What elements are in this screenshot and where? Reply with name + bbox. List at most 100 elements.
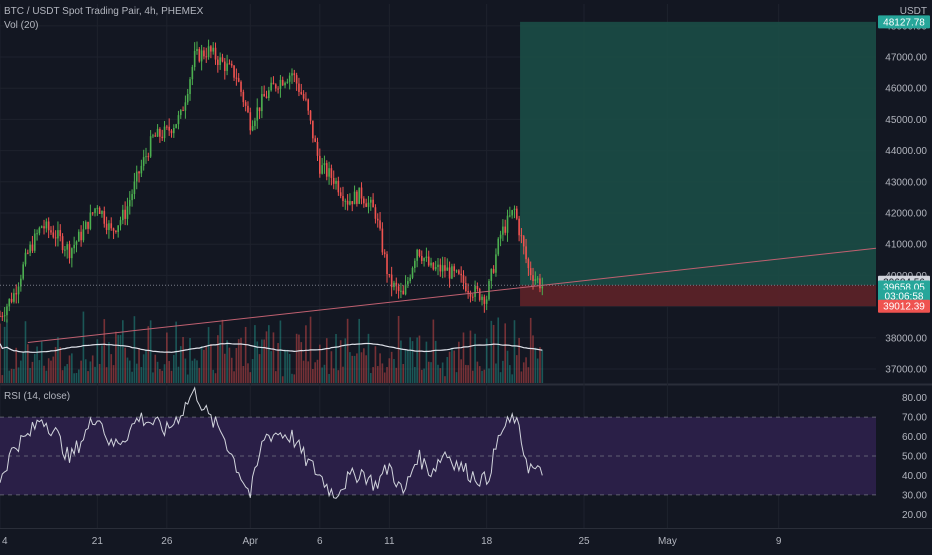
volume-bar xyxy=(198,367,201,383)
volume-bar xyxy=(10,368,13,383)
volume-bar xyxy=(242,365,245,383)
volume-bar xyxy=(175,321,177,383)
volume-bar xyxy=(288,353,291,383)
trendline[interactable] xyxy=(27,247,877,343)
candle-body xyxy=(89,212,92,229)
volume-bar xyxy=(307,361,310,383)
candle-body xyxy=(420,255,423,261)
volume-bar xyxy=(351,355,354,383)
volume-bar xyxy=(437,364,439,383)
candle-body xyxy=(499,234,502,239)
candle-body xyxy=(525,246,527,260)
candle-body xyxy=(258,107,261,112)
volume-bar xyxy=(386,367,388,383)
volume-bar xyxy=(226,340,228,383)
volume-bar xyxy=(233,371,235,383)
candle-body xyxy=(358,187,361,204)
volume-bar xyxy=(395,367,398,383)
volume-bar xyxy=(64,366,66,383)
volume-bar xyxy=(75,372,78,383)
volume-bar xyxy=(434,340,437,383)
volume-bar xyxy=(330,351,333,383)
volume-bar xyxy=(13,369,15,383)
volume-bar xyxy=(474,333,476,383)
candle-body xyxy=(156,128,159,137)
volume-bar xyxy=(407,350,409,383)
candle-body xyxy=(351,201,354,205)
volume-bar xyxy=(323,364,326,383)
volume-bar xyxy=(31,361,34,383)
volume-bar xyxy=(156,361,159,383)
volume-bar xyxy=(423,368,425,383)
candle-body xyxy=(219,57,221,65)
volume-bar xyxy=(247,363,249,383)
volume-bar xyxy=(388,358,391,383)
candle-body xyxy=(284,82,286,86)
candle-body xyxy=(59,230,62,237)
candle-body xyxy=(274,84,277,89)
candle-body xyxy=(277,88,279,90)
candle-body xyxy=(221,57,224,62)
candle-body xyxy=(80,231,82,241)
volume-bar xyxy=(159,369,161,383)
volume-ma-line xyxy=(0,342,543,353)
candle-body xyxy=(462,275,465,284)
price-tag xyxy=(878,15,930,29)
candle-body xyxy=(453,266,456,271)
candle-body xyxy=(263,94,266,97)
candle-body xyxy=(142,157,145,166)
candle-body xyxy=(464,283,467,292)
candle-body xyxy=(527,259,530,269)
candle-body xyxy=(483,296,486,304)
volume-bar xyxy=(471,370,474,383)
candle-body xyxy=(423,258,425,261)
candle-body xyxy=(434,267,437,270)
candle-body xyxy=(383,252,386,255)
candle-body xyxy=(365,203,367,207)
volume-bar xyxy=(286,349,289,383)
volume-bar xyxy=(200,346,203,383)
volume-bar xyxy=(117,335,120,383)
candle-body xyxy=(295,75,298,84)
candle-body xyxy=(407,281,409,285)
volume-bar xyxy=(91,355,94,383)
candle-body xyxy=(256,107,259,121)
volume-bar xyxy=(138,348,140,383)
volume-bar xyxy=(520,371,523,383)
volume-bar xyxy=(140,367,143,383)
volume-bar xyxy=(441,362,444,383)
price-axis-label: 38000.00 xyxy=(885,333,927,344)
volume-bar xyxy=(131,371,133,383)
volume-bar xyxy=(525,357,527,383)
volume-bar xyxy=(427,361,430,383)
loss-zone[interactable] xyxy=(520,285,876,307)
volume-bar xyxy=(73,373,75,383)
candle-body xyxy=(270,82,272,91)
candle-body xyxy=(1,316,4,318)
volume-bar xyxy=(38,360,41,383)
candle-body xyxy=(318,155,321,174)
volume-bar xyxy=(126,357,129,383)
volume-bar xyxy=(147,326,150,383)
candle-body xyxy=(511,210,513,216)
candle-body xyxy=(145,156,147,158)
candle-body xyxy=(217,59,219,65)
price-axis-label: 44000.00 xyxy=(885,146,927,157)
candle-body xyxy=(451,266,453,279)
volume-bar xyxy=(302,360,305,383)
volume-bar xyxy=(430,362,432,383)
volume-bar xyxy=(381,363,384,383)
volume-bar xyxy=(268,325,270,383)
candle-body xyxy=(386,254,388,275)
volume-bar xyxy=(293,374,296,383)
volume-bar xyxy=(337,370,340,383)
volume-bar xyxy=(71,353,73,383)
volume-bar xyxy=(261,339,263,383)
candle-body xyxy=(247,105,249,113)
volume-bar xyxy=(182,337,184,383)
candle-body xyxy=(152,135,154,137)
candle-body xyxy=(115,230,117,232)
profit-zone[interactable] xyxy=(520,21,876,286)
